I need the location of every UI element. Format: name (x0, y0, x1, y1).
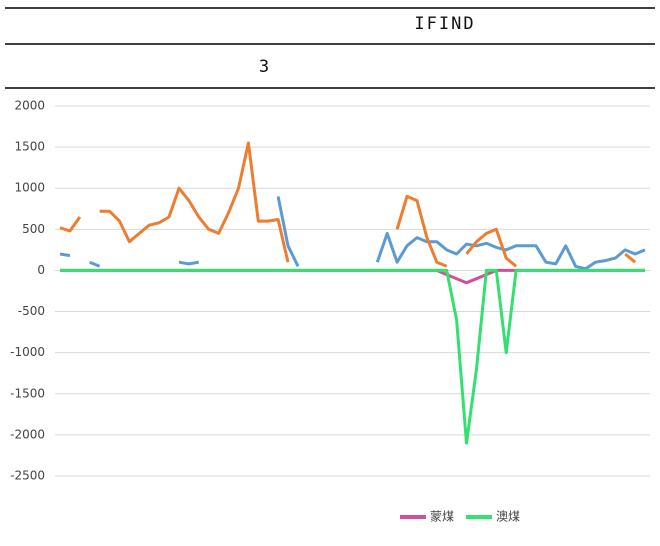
legend-label: 蒙煤 (430, 510, 454, 524)
series-line (59, 141, 637, 268)
y-tick-label: 1000 (14, 181, 45, 195)
y-tick-label: -2500 (10, 469, 45, 483)
y-tick-label: -1000 (10, 345, 45, 359)
series-line (60, 268, 645, 445)
legend-label: 澳煤 (496, 510, 520, 524)
header-number: 3 (259, 57, 271, 77)
header-title: IFIND (414, 14, 475, 34)
y-tick-label: 0 (37, 263, 45, 277)
y-tick-label: -2000 (10, 427, 45, 441)
series-line (60, 268, 645, 285)
y-tick-label: -500 (18, 304, 45, 318)
y-tick-label: -1500 (10, 386, 45, 400)
y-tick-label: 500 (22, 222, 45, 236)
y-tick-label: 1500 (14, 140, 45, 154)
y-tick-label: 2000 (14, 99, 45, 113)
series-line (59, 196, 646, 271)
